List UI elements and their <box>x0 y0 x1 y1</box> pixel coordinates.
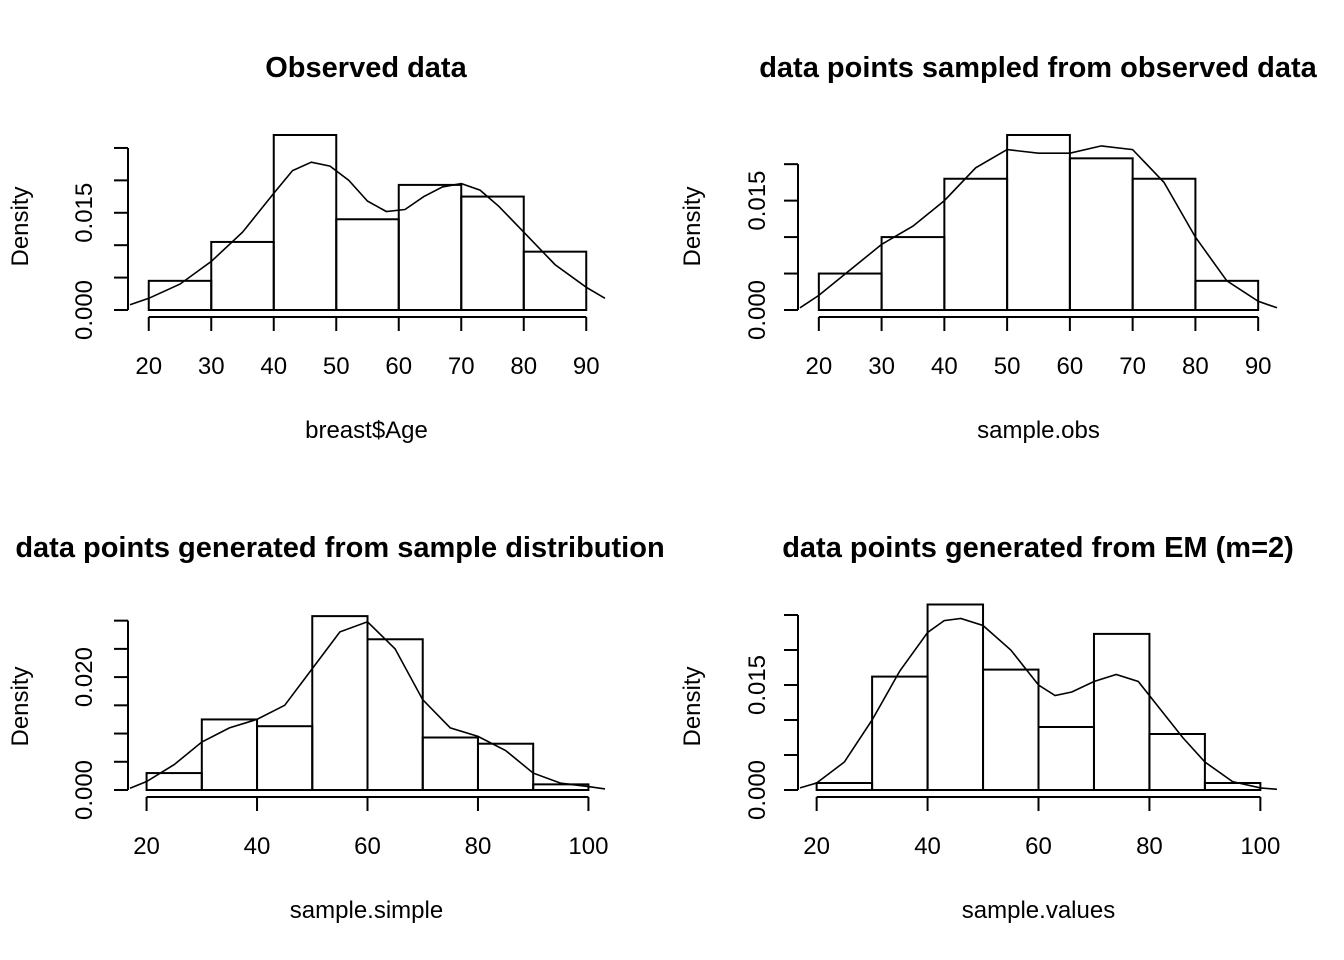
chart-3-x-tick-label: 60 <box>1025 833 1052 860</box>
chart-0-bar <box>522 250 588 312</box>
chart-1-y-axis-label: Density <box>679 186 706 266</box>
chart-0-x-axis-label: breast$Age <box>305 417 428 444</box>
chart-1-x-tick-label: 40 <box>931 353 958 380</box>
chart-1-x-tick-label: 30 <box>868 353 895 380</box>
chart-0-title: Observed data <box>265 52 467 84</box>
chart-3-bar <box>1092 632 1151 792</box>
chart-3-y-tick-label: 0.015 <box>744 655 771 715</box>
panel-observed-data: Observed data 20 30 40 50 60 70 80 90 0.000 0.015 b… <box>7 52 606 444</box>
chart-0-x-tick-label: 20 <box>135 353 162 380</box>
chart-3-bar <box>871 675 929 791</box>
chart-3-y-axis-label: Density <box>679 666 706 746</box>
chart-3-bar <box>926 603 985 791</box>
chart-0-y-tick-label: 0.000 <box>71 280 98 340</box>
chart-2-x-tick-label: 20 <box>133 833 160 860</box>
chart-1-x-tick-label: 70 <box>1119 353 1146 380</box>
chart-1-x-tick-label: 50 <box>994 353 1021 380</box>
chart-1-y-tick-label: 0.000 <box>744 280 771 340</box>
chart-0-bar <box>335 218 400 311</box>
chart-3-bar <box>982 668 1040 791</box>
chart-1-x-tick-label: 60 <box>1057 353 1084 380</box>
chart-2-x-tick-label: 80 <box>465 833 492 860</box>
chart-1-bar <box>1006 134 1071 311</box>
chart-3-bar <box>815 782 874 791</box>
panel-sampled-observed-data: data points sampled from observed data 20… <box>679 52 1318 444</box>
chart-0-x-tick-label: 30 <box>198 353 225 380</box>
chart-2-bar <box>421 736 479 791</box>
chart-3-x-tick-label: 40 <box>914 833 941 860</box>
chart-2-title: data points generated from sample distri… <box>15 532 664 564</box>
chart-3-title: data points generated from EM (m=2) <box>782 532 1294 564</box>
chart-2-x-tick-label: 60 <box>354 833 381 860</box>
chart-0-bar <box>460 195 525 312</box>
chart-3-bar <box>1037 726 1095 791</box>
chart-1-bar <box>817 272 883 311</box>
chart-0-y-tick-label: 0.015 <box>71 183 98 243</box>
chart-1-bar <box>880 236 946 311</box>
chart-3-x-tick-label: 20 <box>803 833 830 860</box>
chart-0-density-curve <box>129 161 606 306</box>
chart-0-x-tick-label: 80 <box>510 353 537 380</box>
chart-3-x-tick-label: 80 <box>1136 833 1163 860</box>
chart-2-bar <box>311 615 369 791</box>
chart-1-x-tick-label: 90 <box>1245 353 1272 380</box>
chart-0-x-tick-label: 40 <box>260 353 287 380</box>
chart-1-bar <box>1068 157 1134 311</box>
chart-2-x-tick-label: 100 <box>568 833 608 860</box>
chart-1-density-curve <box>799 145 1278 309</box>
chart-1-x-tick-label: 80 <box>1182 353 1209 380</box>
chart-0-bar <box>397 183 463 311</box>
chart-0-x-tick-label: 90 <box>573 353 600 380</box>
panel-generated-sample-distribution: data points generated from sample distri… <box>7 532 665 924</box>
chart-2-y-tick-label: 0.000 <box>71 760 98 820</box>
chart-0-bar <box>272 134 338 311</box>
chart-2-y-axis-label: Density <box>7 666 34 746</box>
chart-0-x-tick-label: 60 <box>385 353 412 380</box>
chart-0-x-tick-label: 70 <box>448 353 475 380</box>
chart-0-y-axis-label: Density <box>7 186 34 266</box>
chart-1-bar <box>1131 177 1197 311</box>
chart-2-x-axis-label: sample.simple <box>290 897 443 924</box>
chart-0-bar <box>147 279 213 312</box>
chart-3-density-curve <box>799 617 1278 791</box>
chart-3-x-tick-label: 100 <box>1240 833 1280 860</box>
chart-2-density-curve <box>129 620 606 790</box>
chart-3-y-tick-label: 0.000 <box>744 760 771 820</box>
chart-2-bar <box>366 638 424 791</box>
chart-3-bar <box>1203 782 1262 791</box>
chart-3-bar <box>1148 733 1206 791</box>
chart-1-x-tick-label: 20 <box>805 353 832 380</box>
chart-2-bar <box>200 718 259 791</box>
chart-1-x-axis-label: sample.obs <box>977 417 1100 444</box>
chart-2-y-tick-label: 0.020 <box>71 647 98 707</box>
panel-generated-em: data points generated from EM (m=2) 20 40 6… <box>679 532 1294 924</box>
chart-1-title: data points sampled from observed data <box>759 52 1317 84</box>
chart-2-bar <box>476 742 535 791</box>
chart-1-bar <box>943 177 1009 311</box>
chart-2-bar <box>256 725 314 791</box>
chart-1-y-tick-label: 0.015 <box>744 171 771 231</box>
chart-0-x-tick-label: 50 <box>323 353 350 380</box>
chart-3-x-axis-label: sample.values <box>962 897 1115 924</box>
chart-2-x-tick-label: 40 <box>244 833 271 860</box>
